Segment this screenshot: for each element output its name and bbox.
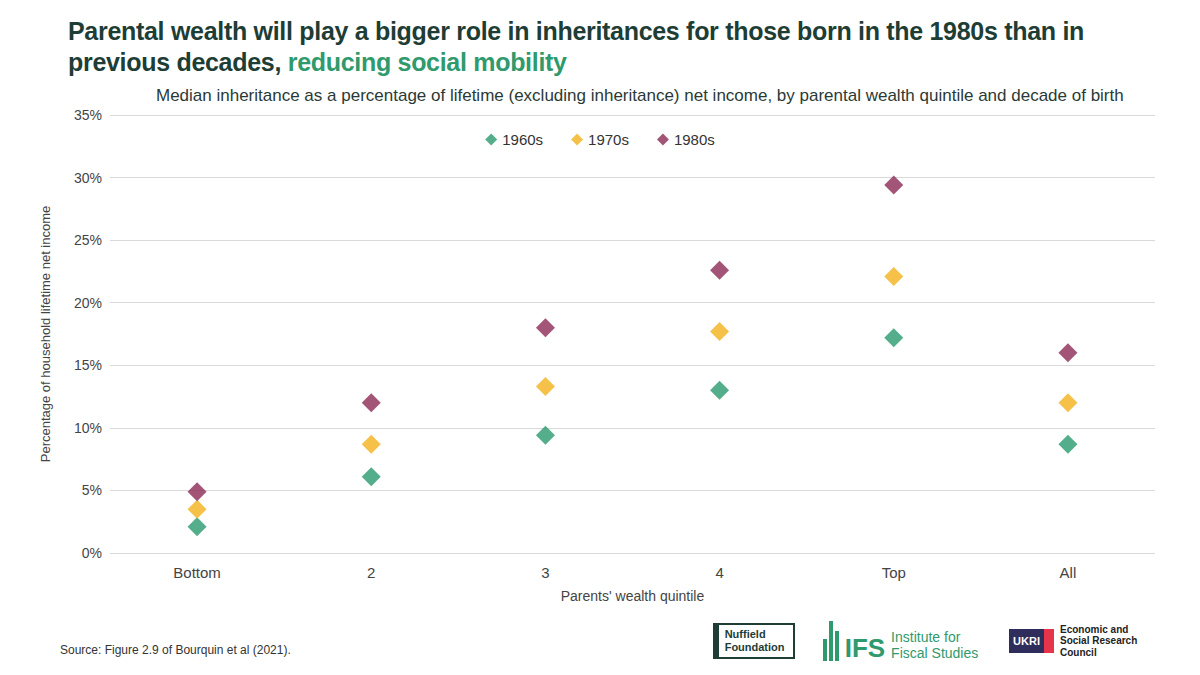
svg-text:Parents' wealth quintile: Parents' wealth quintile (561, 588, 705, 604)
svg-text:2: 2 (367, 564, 375, 581)
svg-text:30%: 30% (74, 170, 102, 186)
svg-text:1970s: 1970s (588, 131, 629, 148)
svg-text:20%: 20% (74, 295, 102, 311)
html-text:Parental wealth will play a bi: Parental wealth will play a bigger role … (68, 17, 1084, 76)
svg-text:1960s: 1960s (502, 131, 543, 148)
html-text:Source: Figure 2.9 of Bourquin: Source: Figure 2.9 of Bourquin et al (20… (60, 643, 291, 657)
svg-text:3: 3 (541, 564, 549, 581)
svg-text:0%: 0% (82, 545, 102, 561)
svg-text:15%: 15% (74, 357, 102, 373)
svg-text:All: All (1060, 564, 1077, 581)
svg-text:Percentage of household lifeti: Percentage of household lifetime net inc… (38, 206, 53, 463)
html-text:Economic and Social Research C: Economic and Social Research Council (1060, 623, 1138, 658)
html-text:UKRI: UKRI (1013, 635, 1040, 647)
svg-text:35%: 35% (74, 107, 102, 123)
svg-text:1980s: 1980s (674, 131, 715, 148)
svg-text:4: 4 (715, 564, 723, 581)
svg-text:Top: Top (882, 564, 906, 581)
html-text:Nuffield Foundation: Nuffield Foundation (724, 628, 785, 653)
html-text:Median inheritance as a percen: Median inheritance as a percentage of li… (156, 86, 1124, 105)
svg-text:10%: 10% (74, 420, 102, 436)
svg-text:25%: 25% (74, 232, 102, 248)
svg-text:Bottom: Bottom (173, 564, 221, 581)
svg-text:5%: 5% (82, 483, 102, 499)
html-text:IFS Institute for Fiscal Studi: IFS Institute for Fiscal Studies (844, 629, 979, 663)
